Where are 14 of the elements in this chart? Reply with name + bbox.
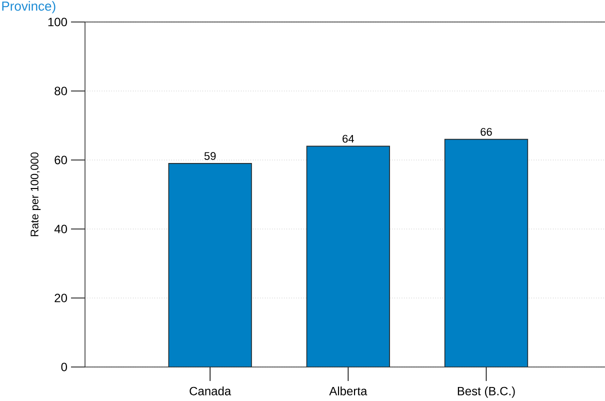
x-tick-label: Alberta bbox=[329, 386, 368, 396]
x-tick-label: Canada bbox=[190, 386, 232, 396]
y-tick-label: 40 bbox=[54, 224, 68, 234]
chart-title: Province) bbox=[2, 1, 56, 14]
data-label: 66 bbox=[480, 128, 492, 136]
y-tick-label: 0 bbox=[61, 362, 68, 372]
y-tick-label: 60 bbox=[54, 156, 68, 164]
data-label: 59 bbox=[204, 152, 216, 160]
y-tick-label: 20 bbox=[54, 294, 68, 302]
y-tick-label: 100 bbox=[48, 18, 68, 26]
x-tick-label: Best (B.C.) bbox=[458, 386, 515, 398]
y-tick-label: 80 bbox=[54, 86, 68, 96]
data-label: 64 bbox=[342, 134, 354, 143]
y-axis-title: Rate per 100,000 bbox=[30, 152, 41, 236]
